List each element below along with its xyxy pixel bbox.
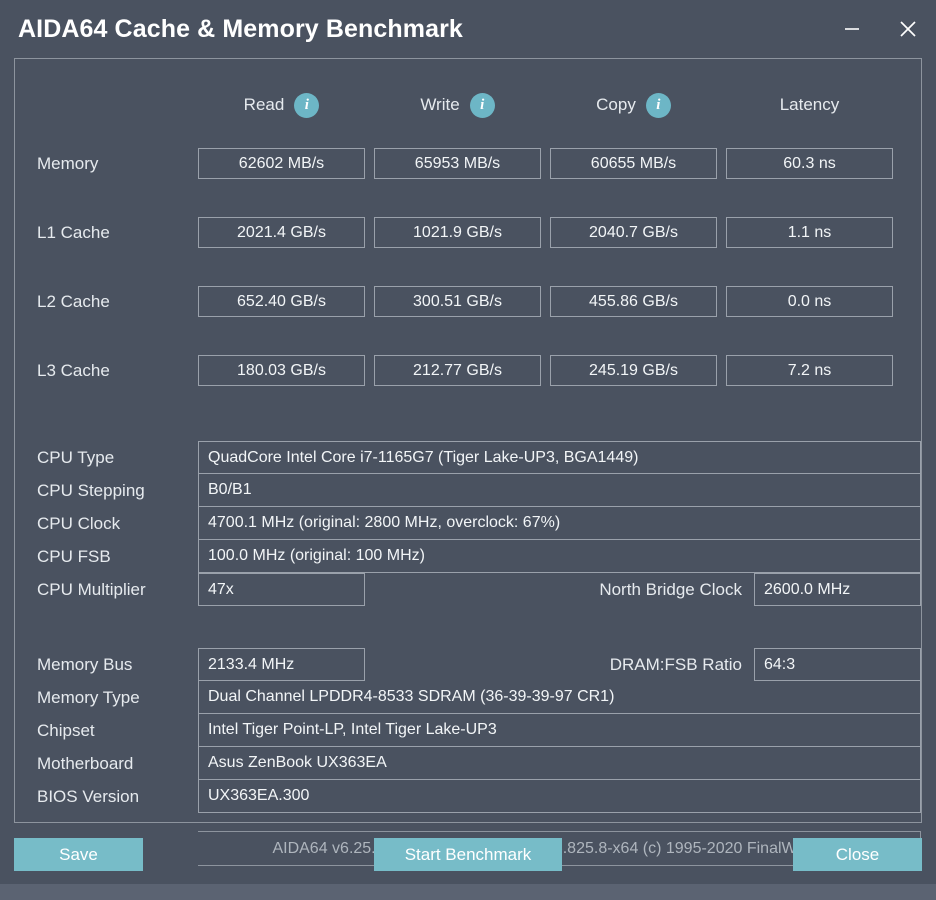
section-spacer [15,606,921,634]
save-button[interactable]: Save [14,838,143,871]
cpu-type-label: CPU Type [37,447,115,467]
cpu-clock-label: CPU Clock [37,513,121,533]
memory-bus-row: Memory Bus 2133.4 MHz DRAM:FSB Ratio 64:… [15,648,921,681]
l3-read-value: 180.03 GB/s [198,355,365,386]
close-icon[interactable] [880,6,936,52]
minimize-icon[interactable] [824,6,880,52]
section-spacer [15,405,921,427]
cpu-fsb-label: CPU FSB [37,546,111,566]
memory-info-block: Memory Bus 2133.4 MHz DRAM:FSB Ratio 64:… [15,648,921,813]
column-header-write: Write i [374,92,541,118]
memory-latency-value: 60.3 ns [726,148,893,179]
cpu-stepping-label: CPU Stepping [37,480,145,500]
memory-bus-label: Memory Bus [37,654,133,674]
memory-read-value: 62602 MB/s [198,148,365,179]
close-button[interactable]: Close [793,838,922,871]
chipset-label: Chipset [37,720,95,740]
column-header-write-label: Write [420,95,460,114]
title-bar: AIDA64 Cache & Memory Benchmark [0,0,936,58]
motherboard-label: Motherboard [37,753,134,773]
l2-write-value: 300.51 GB/s [374,286,541,317]
memory-bus-value: 2133.4 MHz [198,648,365,681]
memory-write-value: 65953 MB/s [374,148,541,179]
cpu-stepping-row: CPU Stepping B0/B1 [15,474,921,507]
table-row: Memory 62602 MB/s 65953 MB/s 60655 MB/s … [15,129,921,198]
info-icon-read[interactable]: i [294,92,320,118]
table-row: L2 Cache 652.40 GB/s 300.51 GB/s 455.86 … [15,267,921,336]
dram-fsb-ratio-value: 64:3 [754,648,921,681]
column-header-latency-label: Latency [779,95,840,114]
cpu-clock-value: 4700.1 MHz (original: 2800 MHz, overcloc… [198,507,921,540]
benchmark-header-row: Read i Write i Copy i Latency [15,81,921,129]
cpu-stepping-value: B0/B1 [198,474,921,507]
main-panel: Read i Write i Copy i Latency Memory 626… [14,58,922,866]
footer-bar: Save Start Benchmark Close [0,838,936,878]
dram-fsb-ratio-label: DRAM:FSB Ratio [609,654,742,674]
cpu-type-row: CPU Type QuadCore Intel Core i7-1165G7 (… [15,441,921,474]
info-icon-write[interactable]: i [469,92,495,118]
l2-latency-value: 0.0 ns [726,286,893,317]
row-label-l2-cache: L2 Cache [37,291,110,311]
l3-write-value: 212.77 GB/s [374,355,541,386]
l2-copy-value: 455.86 GB/s [550,286,717,317]
memory-copy-value: 60655 MB/s [550,148,717,179]
l1-latency-value: 1.1 ns [726,217,893,248]
table-row: L1 Cache 2021.4 GB/s 1021.9 GB/s 2040.7 … [15,198,921,267]
chipset-row: Chipset Intel Tiger Point-LP, Intel Tige… [15,714,921,747]
north-bridge-clock-label: North Bridge Clock [599,579,742,599]
bios-version-label: BIOS Version [37,786,140,806]
l1-read-value: 2021.4 GB/s [198,217,365,248]
window-controls [824,6,936,52]
l3-copy-value: 245.19 GB/s [550,355,717,386]
north-bridge-clock-value: 2600.0 MHz [754,573,921,606]
cpu-multiplier-value: 47x [198,573,365,606]
column-header-latency: Latency [726,95,893,115]
l3-latency-value: 7.2 ns [726,355,893,386]
memory-type-row: Memory Type Dual Channel LPDDR4-8533 SDR… [15,681,921,714]
bios-version-value: UX363EA.300 [198,780,921,813]
column-header-read-label: Read [243,95,285,114]
motherboard-value: Asus ZenBook UX363EA [198,747,921,780]
column-header-copy-label: Copy [596,95,636,114]
cpu-clock-row: CPU Clock 4700.1 MHz (original: 2800 MHz… [15,507,921,540]
cpu-fsb-row: CPU FSB 100.0 MHz (original: 100 MHz) [15,540,921,573]
memory-type-value: Dual Channel LPDDR4-8533 SDRAM (36-39-39… [198,681,921,714]
memory-type-label: Memory Type [37,687,140,707]
row-label-memory: Memory [37,153,99,173]
chipset-value: Intel Tiger Point-LP, Intel Tiger Lake-U… [198,714,921,747]
l1-copy-value: 2040.7 GB/s [550,217,717,248]
row-label-l3-cache: L3 Cache [37,360,110,380]
column-header-read: Read i [198,92,365,118]
table-row: L3 Cache 180.03 GB/s 212.77 GB/s 245.19 … [15,336,921,405]
column-header-copy: Copy i [550,92,717,118]
motherboard-row: Motherboard Asus ZenBook UX363EA [15,747,921,780]
l1-write-value: 1021.9 GB/s [374,217,541,248]
cpu-fsb-value: 100.0 MHz (original: 100 MHz) [198,540,921,573]
start-benchmark-button[interactable]: Start Benchmark [374,838,562,871]
cpu-multiplier-label: CPU Multiplier [37,579,146,599]
bottom-strip [0,884,936,900]
row-label-l1-cache: L1 Cache [37,222,110,242]
cpu-info-block: CPU Type QuadCore Intel Core i7-1165G7 (… [15,441,921,606]
bios-version-row: BIOS Version UX363EA.300 [15,780,921,813]
info-icon-copy[interactable]: i [645,92,671,118]
cpu-type-value: QuadCore Intel Core i7-1165G7 (Tiger Lak… [198,441,921,474]
cpu-multiplier-row: CPU Multiplier 47x North Bridge Clock 26… [15,573,921,606]
l2-read-value: 652.40 GB/s [198,286,365,317]
page-title: AIDA64 Cache & Memory Benchmark [18,14,463,43]
